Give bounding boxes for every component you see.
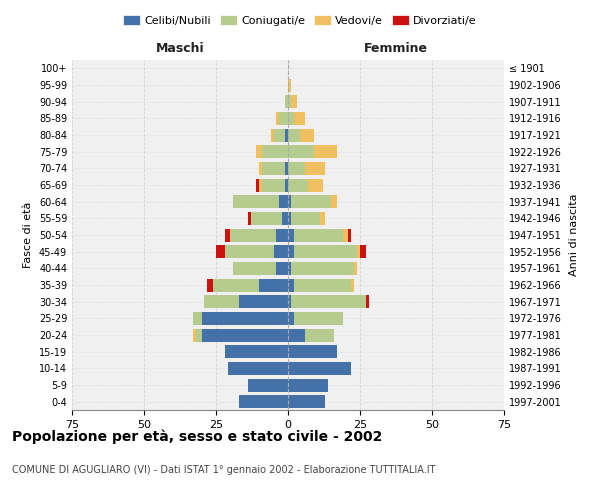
Bar bbox=[299, 128, 314, 141]
Bar bbox=[291, 212, 320, 225]
Bar bbox=[352, 278, 354, 291]
Bar bbox=[259, 278, 288, 291]
Bar bbox=[224, 245, 274, 258]
Bar bbox=[308, 178, 323, 192]
Bar bbox=[277, 228, 288, 241]
Text: Femmine: Femmine bbox=[364, 42, 428, 55]
Bar bbox=[251, 212, 282, 225]
Bar bbox=[274, 128, 285, 141]
Bar bbox=[291, 295, 366, 308]
Bar bbox=[224, 345, 288, 358]
Text: Maschi: Maschi bbox=[155, 42, 205, 55]
Bar bbox=[294, 312, 343, 325]
Bar bbox=[288, 378, 328, 392]
Bar bbox=[288, 295, 291, 308]
Bar bbox=[305, 162, 325, 175]
Bar bbox=[366, 295, 368, 308]
Bar bbox=[294, 278, 352, 291]
Bar bbox=[285, 95, 288, 108]
Bar bbox=[259, 178, 262, 192]
Bar bbox=[285, 178, 288, 192]
Legend: Celibi/Nubili, Coniugati/e, Vedovi/e, Divorziati/e: Celibi/Nubili, Coniugati/e, Vedovi/e, Di… bbox=[119, 10, 481, 30]
Bar bbox=[271, 128, 274, 141]
Bar bbox=[216, 245, 224, 258]
Y-axis label: Fasce di età: Fasce di età bbox=[23, 202, 33, 268]
Bar bbox=[291, 195, 331, 208]
Bar bbox=[208, 278, 213, 291]
Bar bbox=[288, 178, 308, 192]
Bar bbox=[193, 312, 202, 325]
Bar bbox=[280, 112, 288, 125]
Bar bbox=[230, 228, 277, 241]
Bar bbox=[227, 362, 288, 375]
Bar bbox=[262, 145, 288, 158]
Bar bbox=[331, 195, 337, 208]
Bar bbox=[256, 178, 259, 192]
Bar bbox=[248, 378, 288, 392]
Bar bbox=[288, 112, 294, 125]
Bar bbox=[193, 328, 196, 342]
Y-axis label: Anni di nascita: Anni di nascita bbox=[569, 194, 578, 276]
Bar bbox=[288, 395, 325, 408]
Bar bbox=[233, 262, 277, 275]
Bar bbox=[288, 145, 314, 158]
Bar bbox=[305, 328, 334, 342]
Bar bbox=[288, 95, 291, 108]
Bar bbox=[213, 278, 259, 291]
Bar bbox=[262, 162, 285, 175]
Bar bbox=[343, 228, 349, 241]
Bar bbox=[288, 262, 291, 275]
Bar bbox=[294, 112, 305, 125]
Bar bbox=[288, 278, 294, 291]
Bar bbox=[282, 212, 288, 225]
Bar bbox=[274, 245, 288, 258]
Bar bbox=[360, 245, 366, 258]
Bar bbox=[288, 312, 294, 325]
Bar bbox=[280, 195, 288, 208]
Bar bbox=[288, 162, 305, 175]
Bar bbox=[262, 178, 285, 192]
Bar bbox=[314, 145, 337, 158]
Bar bbox=[294, 228, 343, 241]
Bar bbox=[288, 362, 352, 375]
Bar bbox=[256, 145, 262, 158]
Bar bbox=[277, 262, 288, 275]
Bar bbox=[224, 228, 230, 241]
Bar bbox=[288, 345, 337, 358]
Bar bbox=[233, 195, 280, 208]
Bar bbox=[285, 128, 288, 141]
Bar bbox=[291, 95, 296, 108]
Bar bbox=[285, 162, 288, 175]
Bar bbox=[349, 228, 352, 241]
Bar bbox=[357, 245, 360, 258]
Bar bbox=[277, 112, 280, 125]
Bar bbox=[288, 128, 299, 141]
Text: Popolazione per età, sesso e stato civile - 2002: Popolazione per età, sesso e stato civil… bbox=[12, 430, 382, 444]
Bar bbox=[259, 162, 262, 175]
Bar bbox=[288, 78, 291, 92]
Bar bbox=[288, 212, 291, 225]
Bar bbox=[202, 312, 288, 325]
Bar bbox=[196, 328, 202, 342]
Bar bbox=[239, 295, 288, 308]
Bar bbox=[291, 262, 354, 275]
Bar bbox=[205, 295, 239, 308]
Bar bbox=[320, 212, 325, 225]
Bar bbox=[354, 262, 357, 275]
Bar bbox=[288, 245, 294, 258]
Text: COMUNE DI AGUGLIARO (VI) - Dati ISTAT 1° gennaio 2002 - Elaborazione TUTTITALIA.: COMUNE DI AGUGLIARO (VI) - Dati ISTAT 1°… bbox=[12, 465, 436, 475]
Bar bbox=[288, 195, 291, 208]
Bar bbox=[288, 228, 294, 241]
Bar bbox=[239, 395, 288, 408]
Bar bbox=[288, 328, 305, 342]
Bar bbox=[294, 245, 357, 258]
Bar bbox=[248, 212, 251, 225]
Bar bbox=[202, 328, 288, 342]
